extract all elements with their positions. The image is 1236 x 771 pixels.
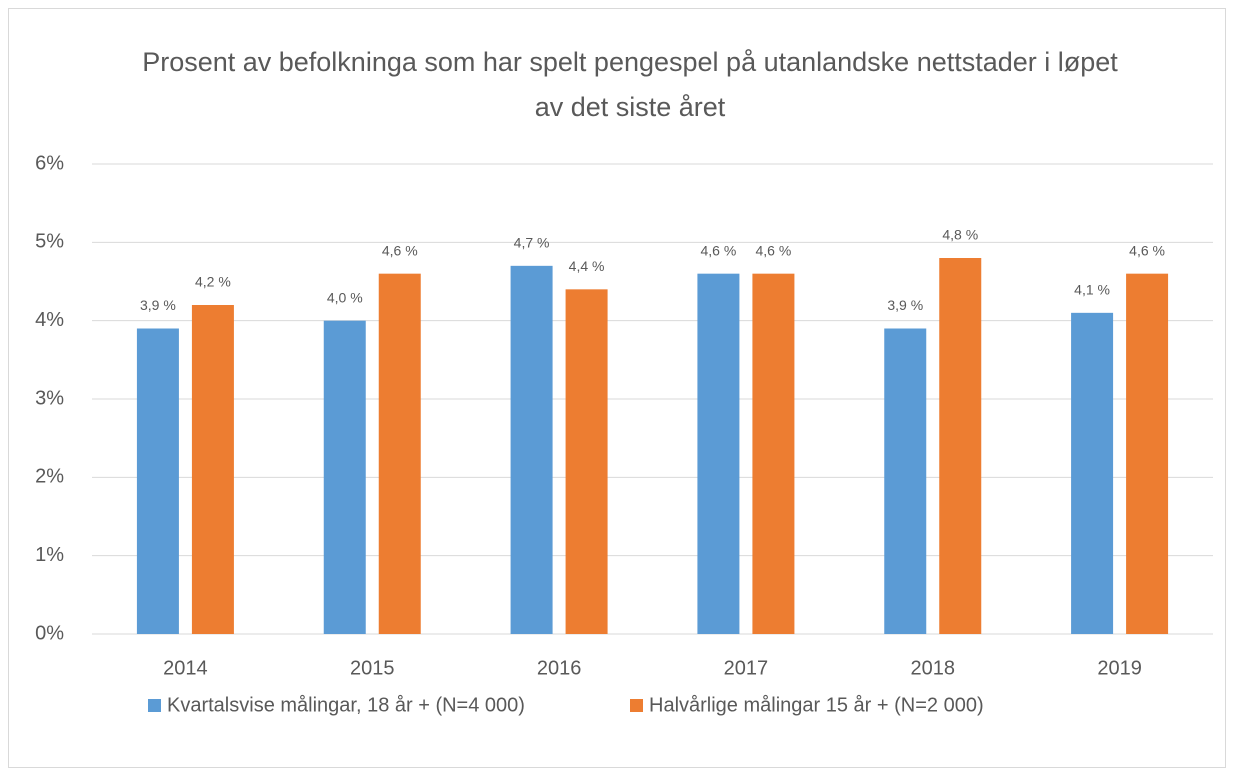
legend-label: Halvårlige målingar 15 år + (N=2 000) xyxy=(649,694,984,716)
bar xyxy=(378,273,421,634)
data-label: 4,6 % xyxy=(701,242,737,258)
chart-title: Prosent av befolkninga som har spelt pen… xyxy=(142,47,1118,122)
x-tick-label: 2017 xyxy=(724,657,769,679)
bar xyxy=(510,265,553,634)
legend-swatch xyxy=(630,699,643,712)
data-label: 4,8 % xyxy=(942,227,978,243)
bar xyxy=(752,273,795,634)
bar xyxy=(1071,312,1114,634)
data-label: 4,6 % xyxy=(1129,242,1165,258)
legend-label: Kvartalsvise målingar, 18 år + (N=4 000) xyxy=(167,694,525,716)
bar xyxy=(136,328,179,634)
y-tick-label: 2% xyxy=(35,466,64,488)
x-tick-label: 2016 xyxy=(537,657,582,679)
data-label: 4,6 % xyxy=(756,242,792,258)
data-label: 3,9 % xyxy=(140,297,176,313)
chart-border xyxy=(8,8,1226,768)
data-label: 4,2 % xyxy=(195,274,231,290)
y-tick-label: 1% xyxy=(35,544,64,566)
x-tick-label: 2019 xyxy=(1097,657,1142,679)
data-label: 3,9 % xyxy=(887,297,923,313)
bar xyxy=(565,289,608,634)
x-tick-label: 2015 xyxy=(350,657,395,679)
data-label: 4,4 % xyxy=(569,258,605,274)
bar xyxy=(697,273,740,634)
y-tick-label: 5% xyxy=(35,231,64,253)
bar xyxy=(1126,273,1169,634)
y-tick-label: 0% xyxy=(35,622,64,644)
bar xyxy=(323,320,366,634)
bar xyxy=(191,305,234,634)
x-tick-label: 2018 xyxy=(911,657,956,679)
bar xyxy=(939,258,982,634)
y-tick-label: 3% xyxy=(35,387,64,409)
x-tick-label: 2014 xyxy=(163,657,208,679)
data-label: 4,7 % xyxy=(514,235,550,251)
data-label: 4,6 % xyxy=(382,242,418,258)
data-label: 4,0 % xyxy=(327,289,363,305)
y-tick-label: 4% xyxy=(35,309,64,331)
data-label: 4,1 % xyxy=(1074,282,1110,298)
bar xyxy=(884,328,927,634)
y-tick-label: 6% xyxy=(35,152,64,174)
legend-swatch xyxy=(148,699,161,712)
